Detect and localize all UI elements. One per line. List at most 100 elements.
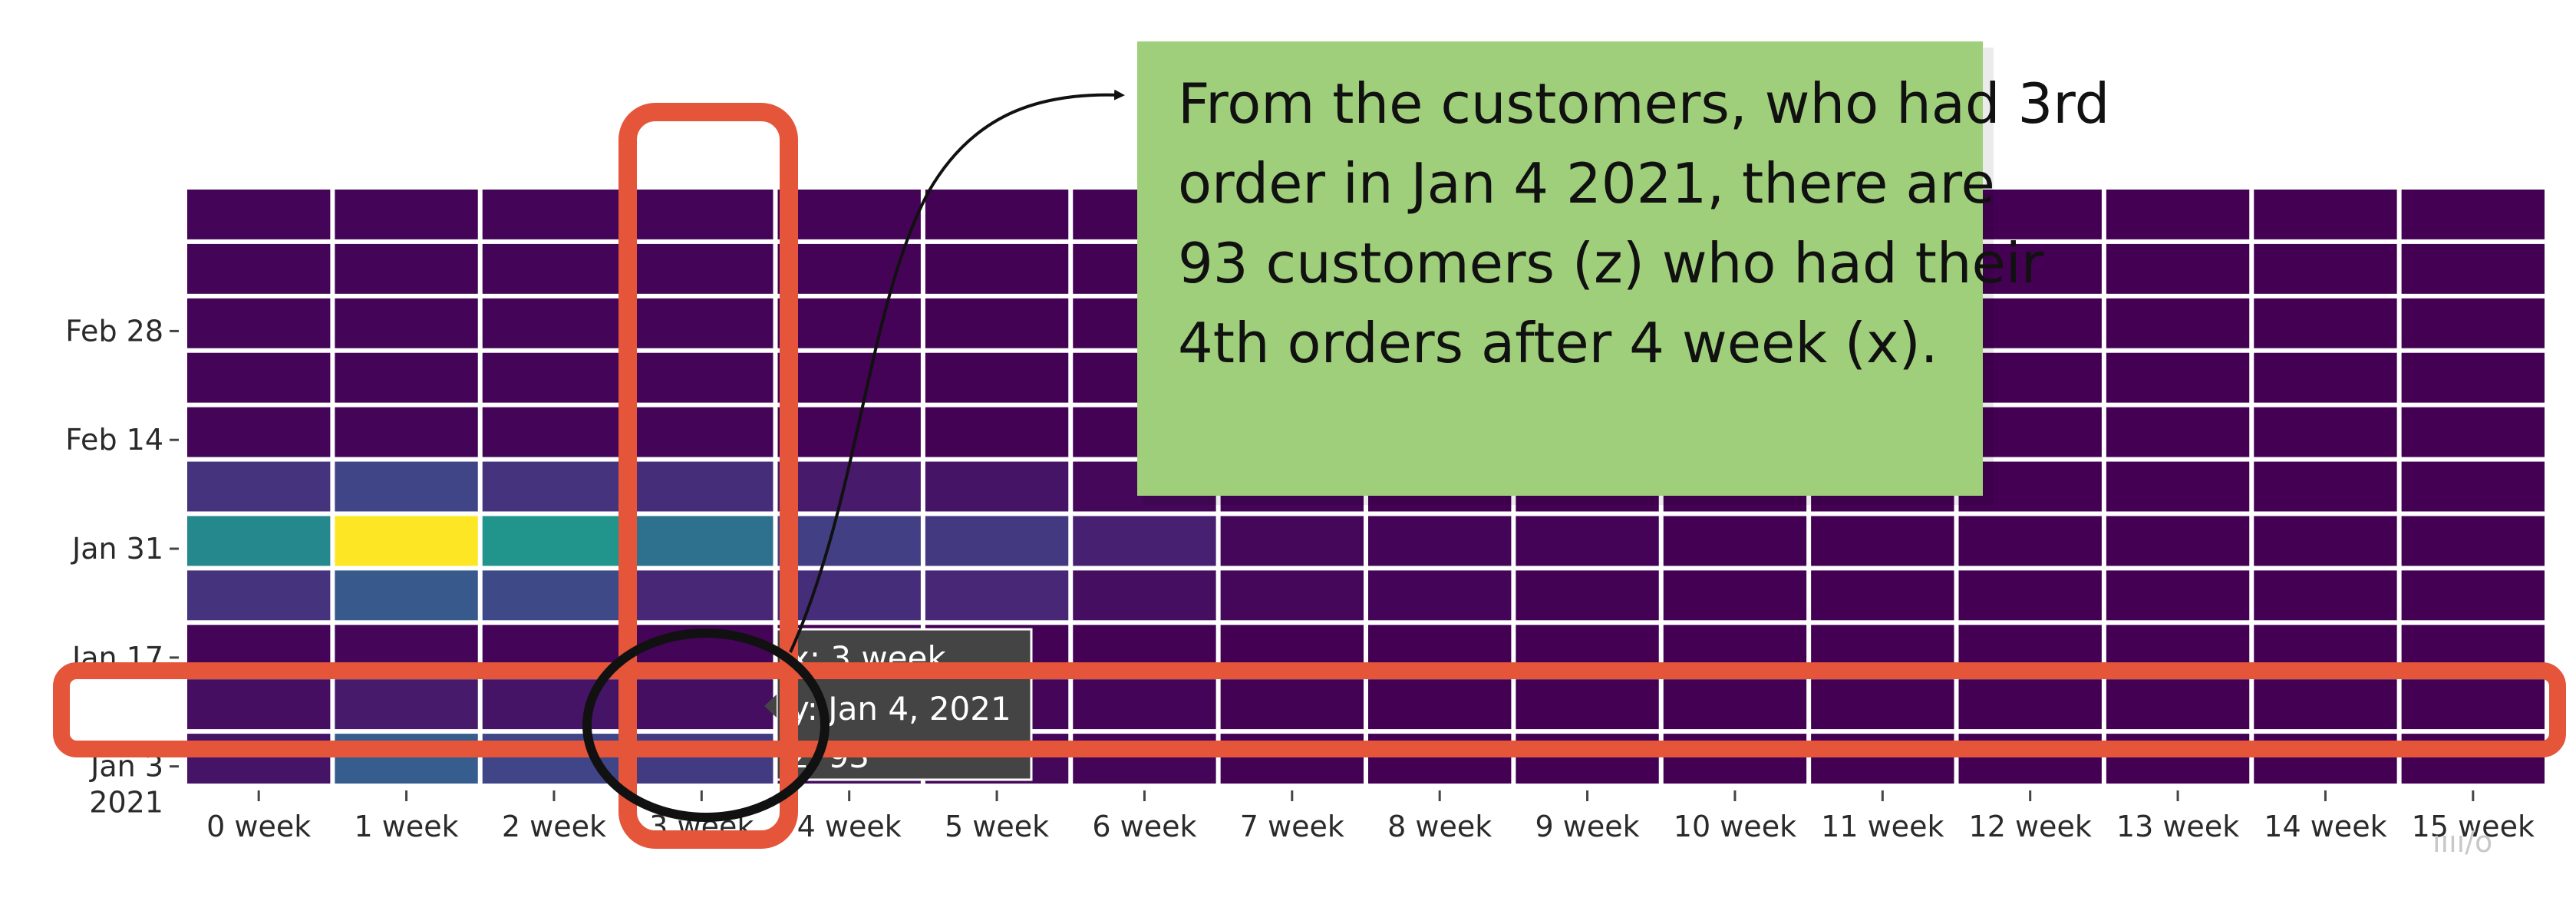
heatmap-cell[interactable] [925,516,1069,566]
heatmap-cell[interactable] [777,352,921,403]
heatmap-cell[interactable] [2106,516,2250,566]
heatmap-cell[interactable] [925,461,1069,512]
heatmap-cell[interactable] [1811,570,1954,621]
x-tick-label: 15 week [2412,810,2535,843]
heatmap-cell[interactable] [1958,570,2102,621]
heatmap-cell[interactable] [187,679,331,730]
heatmap-cell[interactable] [630,570,773,621]
heatmap-cell[interactable] [2254,461,2397,512]
heatmap-cell[interactable] [2401,461,2545,512]
heatmap-cell[interactable] [1220,570,1364,621]
heatmap-cell[interactable] [2401,352,2545,403]
heatmap-cell[interactable] [630,461,773,512]
heatmap-cell[interactable] [1220,516,1364,566]
heatmap-cell[interactable] [335,407,478,457]
heatmap-cell[interactable] [2401,407,2545,457]
heatmap-cell[interactable] [335,570,478,621]
heatmap-cell[interactable] [482,190,626,239]
heatmap-cell[interactable] [187,243,331,294]
heatmap-cell[interactable] [482,298,626,348]
heatmap-cell[interactable] [2254,570,2397,621]
heatmap-cell[interactable] [925,407,1069,457]
heatmap-cell[interactable] [335,679,478,730]
heatmap-cell[interactable] [2106,352,2250,403]
heatmap-cell[interactable] [1368,679,1512,730]
heatmap-cell[interactable] [1073,679,1216,730]
heatmap-cell[interactable] [187,407,331,457]
heatmap-cell[interactable] [482,407,626,457]
heatmap-cell[interactable] [1220,679,1364,730]
heatmap-cell[interactable] [482,679,626,730]
heatmap-cell[interactable] [2254,243,2397,294]
heatmap-cell[interactable] [1368,516,1512,566]
heatmap-cell[interactable] [187,298,331,348]
heatmap-cell[interactable] [777,516,921,566]
heatmap-cell[interactable] [1516,679,1659,730]
heatmap-cell[interactable] [482,516,626,566]
heatmap-cell[interactable] [2106,407,2250,457]
heatmap-cell[interactable] [335,461,478,512]
heatmap-cell[interactable] [2106,679,2250,730]
heatmap-cell[interactable] [1073,570,1216,621]
heatmap-cell[interactable] [187,570,331,621]
heatmap-cell[interactable] [925,190,1069,239]
heatmap-cell[interactable] [2254,298,2397,348]
heatmap-cell[interactable] [630,243,773,294]
heatmap-cell[interactable] [335,190,478,239]
heatmap-cell[interactable] [335,352,478,403]
heatmap-cell[interactable] [1663,679,1807,730]
heatmap-cell[interactable] [2401,570,2545,621]
heatmap-cell[interactable] [2106,243,2250,294]
heatmap-cell[interactable] [335,298,478,348]
heatmap-cell[interactable] [925,298,1069,348]
heatmap-cell[interactable] [335,243,478,294]
heatmap-cell[interactable] [630,516,773,566]
heatmap-cell[interactable] [777,243,921,294]
heatmap-cell[interactable] [335,516,478,566]
heatmap-cell[interactable] [2106,461,2250,512]
heatmap-cell[interactable] [1663,570,1807,621]
heatmap-cell[interactable] [1516,570,1659,621]
heatmap-cell[interactable] [2106,298,2250,348]
heatmap-cell[interactable] [1073,516,1216,566]
heatmap-cell[interactable] [2401,516,2545,566]
heatmap-cell[interactable] [2254,190,2397,239]
heatmap-cell[interactable] [777,570,921,621]
heatmap-cell[interactable] [925,243,1069,294]
heatmap-cell[interactable] [1663,516,1807,566]
heatmap-cell[interactable] [925,352,1069,403]
heatmap-cell[interactable] [630,298,773,348]
heatmap-cell[interactable] [1958,679,2102,730]
heatmap-cell[interactable] [630,679,773,730]
heatmap-cell[interactable] [2401,243,2545,294]
heatmap-cell[interactable] [630,190,773,239]
heatmap-cell[interactable] [187,516,331,566]
heatmap-cell[interactable] [482,461,626,512]
heatmap-cell[interactable] [777,407,921,457]
heatmap-cell[interactable] [2254,516,2397,566]
heatmap-cell[interactable] [630,407,773,457]
heatmap-cell[interactable] [2254,352,2397,403]
heatmap-cell[interactable] [2401,679,2545,730]
heatmap-cell[interactable] [1958,516,2102,566]
heatmap-cell[interactable] [2401,298,2545,348]
heatmap-cell[interactable] [482,243,626,294]
heatmap-cell[interactable] [777,190,921,239]
heatmap-cell[interactable] [2106,570,2250,621]
heatmap-cell[interactable] [482,570,626,621]
heatmap-cell[interactable] [2106,190,2250,239]
heatmap-cell[interactable] [2254,679,2397,730]
heatmap-cell[interactable] [187,352,331,403]
heatmap-cell[interactable] [187,461,331,512]
heatmap-cell[interactable] [1811,516,1954,566]
heatmap-cell[interactable] [1811,679,1954,730]
heatmap-cell[interactable] [777,298,921,348]
heatmap-cell[interactable] [2254,407,2397,457]
heatmap-cell[interactable] [187,190,331,239]
heatmap-cell[interactable] [2401,190,2545,239]
heatmap-cell[interactable] [1516,516,1659,566]
heatmap-cell[interactable] [482,352,626,403]
heatmap-cell[interactable] [925,570,1069,621]
heatmap-cell[interactable] [630,352,773,403]
heatmap-cell[interactable] [1368,570,1512,621]
